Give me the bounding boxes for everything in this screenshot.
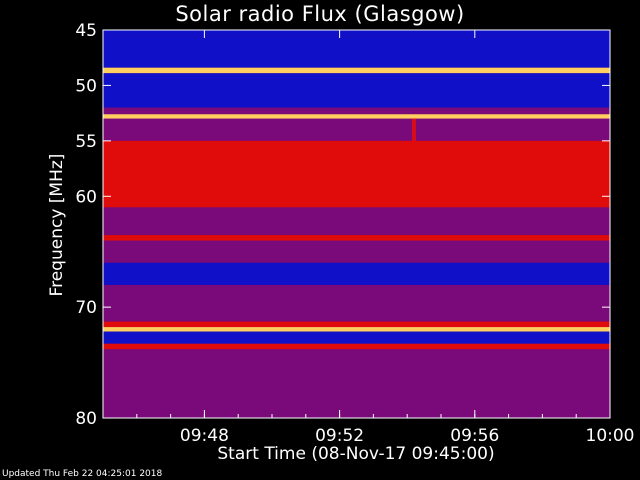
heatmap-band [103, 67, 610, 74]
x-tick-label: 09:48 [180, 426, 229, 446]
heatmap-band [103, 331, 610, 344]
x-axis-label: Start Time (08-Nov-17 09:45:00) [217, 444, 495, 464]
updated-timestamp: Updated Thu Feb 22 04:25:01 2018 [2, 469, 163, 479]
x-tick-label: 09:52 [315, 426, 364, 446]
heatmap-band [103, 114, 610, 119]
y-tick-label: 60 [75, 187, 97, 207]
heatmap-band [103, 140, 610, 208]
heatmap-band [103, 30, 610, 37]
heatmap-band [103, 118, 610, 141]
burst-column [411, 118, 416, 197]
heatmap-band [103, 235, 610, 241]
heatmap-band [103, 240, 610, 263]
y-tick-label: 45 [75, 21, 97, 41]
heatmap-band [103, 284, 610, 322]
y-tick-label: 50 [75, 76, 97, 96]
x-tick-label: 09:56 [450, 426, 499, 446]
heatmap-band [103, 36, 610, 68]
heatmap-band [103, 207, 610, 236]
y-tick-label: 70 [75, 298, 97, 318]
heatmap-band [103, 343, 610, 350]
heatmap-band [103, 321, 610, 328]
y-axis-label: Frequency [MHz] [47, 153, 67, 297]
heatmap-band [103, 107, 610, 115]
chart-title: Solar radio Flux (Glasgow) [175, 2, 465, 26]
y-tick-label: 80 [75, 409, 97, 429]
plot-frame [102, 29, 611, 419]
heatmap-band [103, 73, 610, 108]
y-tick-label: 55 [75, 132, 97, 152]
heatmap-band [103, 327, 610, 332]
x-tick-label: 10:00 [586, 426, 635, 446]
heatmap-band [103, 262, 610, 285]
heatmap-band [103, 349, 610, 418]
